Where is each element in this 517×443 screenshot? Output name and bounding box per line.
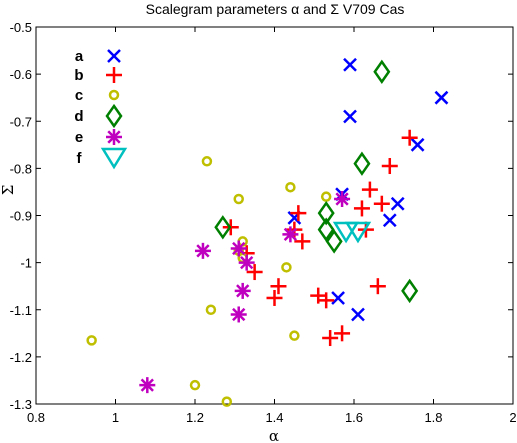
- y-tick-label: -1.1: [10, 303, 32, 318]
- y-axis-label: Σ: [0, 185, 17, 196]
- data-point-e: [194, 242, 211, 259]
- legend-label-a: a: [75, 48, 84, 65]
- data-point-e: [230, 306, 247, 323]
- x-tick-label: 1.6: [345, 410, 363, 425]
- y-tick-label: -1: [20, 256, 32, 271]
- data-point-b: [290, 205, 307, 222]
- legend-marker-c: [108, 89, 120, 101]
- data-point-a: [351, 307, 365, 322]
- data-point-d: [317, 217, 335, 242]
- data-point-f: [344, 221, 372, 244]
- data-point-b: [334, 325, 351, 342]
- x-axis-label: α: [269, 427, 279, 443]
- legend-marker-d: [105, 103, 123, 129]
- data-point-d: [373, 59, 391, 84]
- data-point-b: [270, 278, 287, 295]
- data-point-b: [353, 200, 370, 217]
- data-point-e: [282, 226, 299, 243]
- axis-ticks: 0.8 1 1.2 1.4 1.6 1.8 2 -0.5 -0.6 -0.7 -0.8 -0.9 -1 -…: [10, 20, 517, 425]
- legend-marker-b: [106, 67, 122, 83]
- data-point-c: [189, 379, 201, 391]
- data-point-c: [205, 304, 217, 315]
- x-tick-label: 1: [112, 410, 119, 425]
- x-tick-label: 0.8: [27, 410, 45, 425]
- data-point-c: [201, 156, 213, 167]
- y-tick-label: -0.7: [10, 114, 32, 129]
- data-points: [86, 57, 449, 407]
- data-point-e: [334, 191, 351, 208]
- x-tick-label: 1.8: [424, 410, 442, 425]
- data-point-a: [343, 57, 357, 72]
- legend-label-f: f: [77, 150, 83, 167]
- y-tick-label: -0.9: [10, 209, 32, 224]
- data-point-a: [434, 90, 449, 105]
- data-point-b: [381, 158, 398, 175]
- legend-marker-a: [107, 49, 121, 63]
- data-point-e: [238, 254, 255, 271]
- plot-frame: [35, 26, 514, 405]
- data-point-c: [320, 191, 332, 202]
- data-point-a: [382, 213, 397, 228]
- data-point-c: [86, 335, 97, 346]
- legend-marker-f: [100, 147, 128, 170]
- data-point-c: [233, 193, 244, 205]
- data-point-b: [401, 129, 418, 146]
- data-point-a: [331, 291, 345, 305]
- data-point-c: [285, 181, 296, 193]
- legend-label-b: b: [74, 67, 83, 84]
- data-point-c: [289, 330, 300, 341]
- data-point-e: [139, 377, 156, 394]
- data-point-a: [343, 109, 357, 124]
- x-tick-label: 1.4: [265, 410, 283, 425]
- data-point-d: [353, 151, 371, 176]
- data-point-a: [390, 196, 405, 211]
- data-point-e: [230, 240, 247, 257]
- data-point-d: [317, 200, 335, 226]
- x-tick-label: 2: [509, 410, 516, 425]
- y-tick-label: -1.3: [10, 397, 32, 412]
- data-point-e: [234, 282, 251, 299]
- data-point-c: [221, 396, 233, 407]
- legend-label-d: d: [74, 108, 83, 125]
- data-point-b: [361, 181, 378, 198]
- data-point-b: [322, 330, 339, 347]
- legend-label-e: e: [75, 129, 83, 146]
- data-point-d: [325, 229, 343, 254]
- data-point-a: [410, 137, 425, 152]
- data-point-b: [266, 289, 283, 306]
- y-tick-label: -0.6: [10, 67, 32, 82]
- data-point-c: [281, 262, 292, 273]
- plot-area: [35, 26, 514, 405]
- data-point-b: [373, 195, 390, 212]
- x-tick-label: 1.2: [186, 410, 204, 425]
- data-point-b: [318, 292, 335, 309]
- data-point-d: [214, 215, 232, 240]
- data-point-b: [369, 278, 386, 295]
- data-point-b: [294, 233, 311, 250]
- data-point-d: [401, 278, 419, 304]
- y-tick-label: -0.5: [10, 20, 32, 35]
- y-tick-label: -1.2: [10, 350, 32, 365]
- legend-label-c: c: [75, 87, 83, 104]
- chart-title: Scalegram parameters α and Σ V709 Cas: [146, 1, 405, 17]
- data-point-b: [246, 264, 263, 281]
- legend-marker-e: [106, 129, 122, 145]
- y-tick-label: -0.8: [10, 161, 32, 176]
